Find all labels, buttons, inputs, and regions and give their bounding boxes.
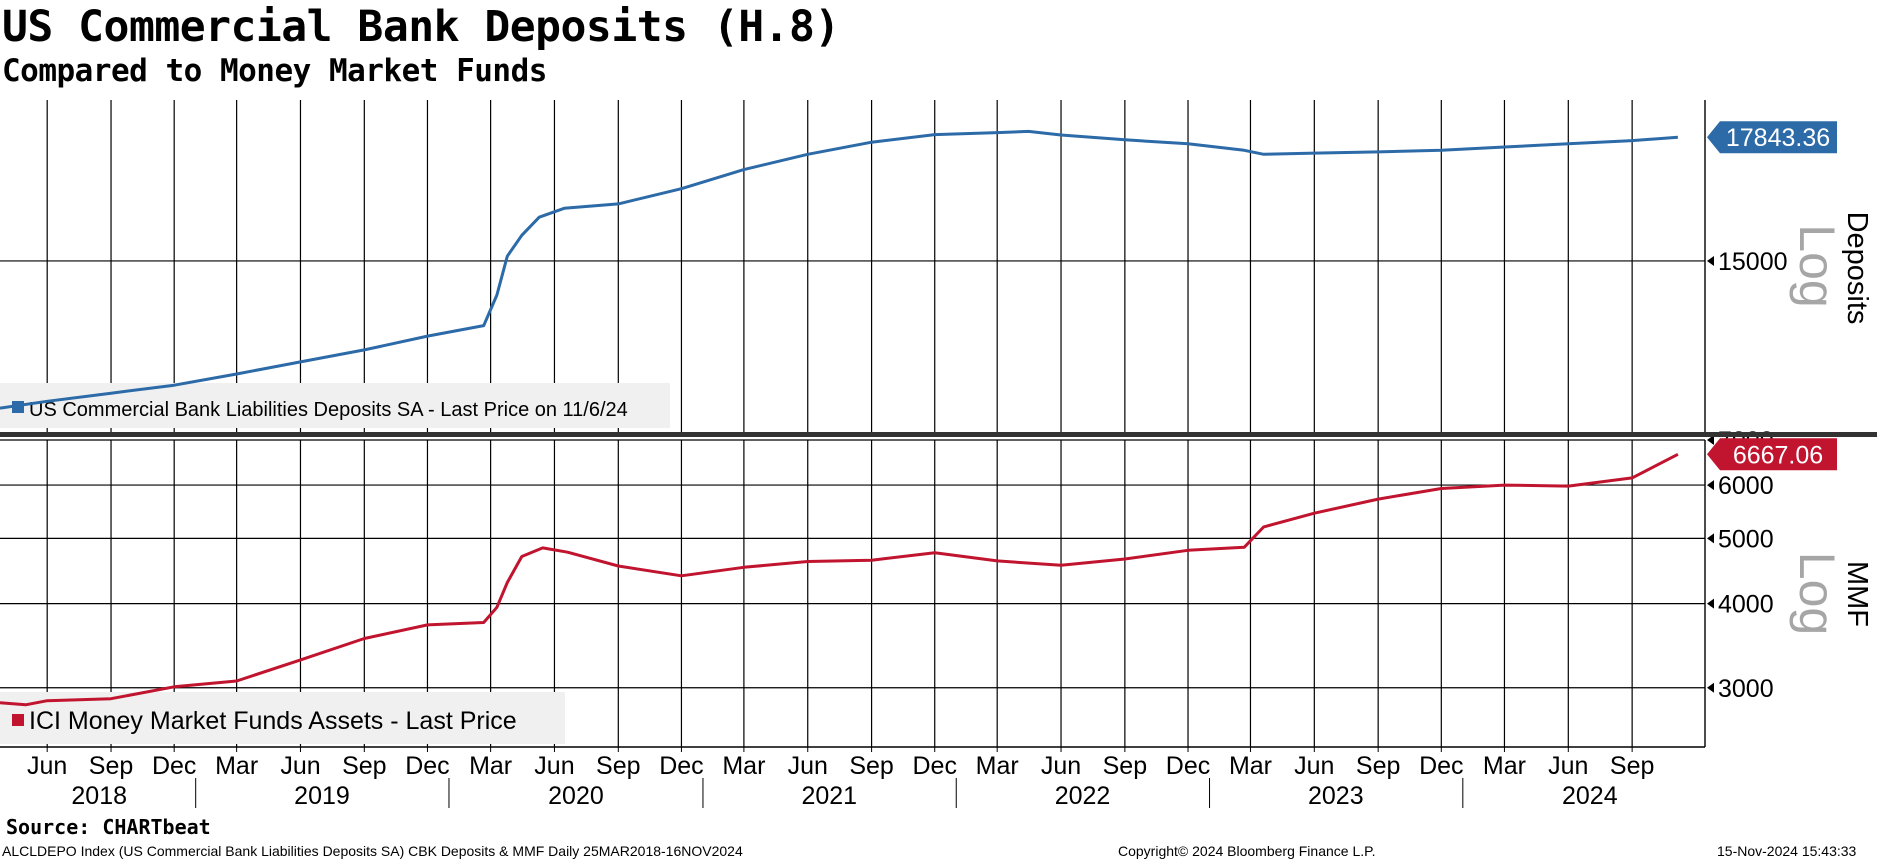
page-subtitle: Compared to Money Market Funds	[2, 53, 547, 89]
panel-separator	[0, 432, 1877, 437]
x-tick-label-month: Dec	[405, 752, 449, 780]
footer-timestamp: 15-Nov-2024 15:43:33	[1717, 843, 1857, 859]
legend-swatch	[12, 714, 24, 726]
legend-label: ICI Money Market Funds Assets - Last Pri…	[29, 707, 517, 735]
y-tick-marker	[1707, 480, 1714, 491]
y-tick-label: 6000	[1718, 472, 1774, 500]
x-tick-label-year: 2024	[1562, 782, 1618, 810]
footer-left: ALCLDEPO Index (US Commercial Bank Liabi…	[2, 843, 743, 859]
x-tick-label-month: Sep	[1356, 752, 1400, 780]
y-tick-marker	[1707, 435, 1714, 445]
scale-label-log: Log	[1789, 224, 1845, 307]
x-tick-label-month: Mar	[1229, 752, 1272, 780]
x-tick-label-month: Jun	[534, 752, 574, 780]
axis-label-deposits: Deposits	[1841, 212, 1873, 325]
y-tick-label: 15000	[1718, 248, 1788, 276]
x-tick-label-year: 2019	[294, 782, 350, 810]
series-line-deposits	[0, 129, 1679, 410]
x-tick-label-year: 2023	[1308, 782, 1364, 810]
footer-copyright: Copyright© 2024 Bloomberg Finance L.P.	[1118, 843, 1376, 859]
last-value-tag	[1707, 121, 1837, 154]
x-tick-label-month: Jun	[27, 752, 67, 780]
x-tick-label-year: 2020	[548, 782, 604, 810]
x-tick-label-month: Mar	[215, 752, 258, 780]
x-tick-label-month: Sep	[89, 752, 133, 780]
y-tick-marker	[1707, 533, 1714, 544]
axis-label-mmf: MMF	[1841, 561, 1873, 627]
y-tick-label: 4000	[1718, 591, 1774, 619]
x-tick-label-year: 2021	[801, 782, 857, 810]
legend-label: US Commercial Bank Liabilities Deposits …	[29, 399, 628, 421]
x-tick-label-month: Dec	[1166, 752, 1210, 780]
y-tick-marker	[1707, 598, 1714, 609]
x-tick-label-month: Dec	[912, 752, 956, 780]
x-tick-label-month: Sep	[1103, 752, 1147, 780]
x-tick-label-year: 2022	[1055, 782, 1111, 810]
x-tick-label-month: Sep	[1610, 752, 1654, 780]
last-value-label: 17843.36	[1726, 124, 1830, 152]
scale-label-log: Log	[1789, 552, 1845, 635]
x-tick-label-month: Jun	[788, 752, 828, 780]
x-tick-label-month: Mar	[469, 752, 512, 780]
source-label: Source: CHARTbeat	[6, 815, 211, 839]
series-line-mmf	[0, 452, 1679, 707]
x-tick-label-month: Mar	[1483, 752, 1526, 780]
x-tick-label-month: Jun	[280, 752, 320, 780]
x-tick-label-month: Dec	[1419, 752, 1463, 780]
y-tick-label: 5000	[1718, 525, 1774, 553]
x-tick-label-month: Jun	[1294, 752, 1334, 780]
x-tick-label-month: Jun	[1548, 752, 1588, 780]
x-tick-label-month: Mar	[976, 752, 1019, 780]
x-tick-label-month: Jun	[1041, 752, 1081, 780]
y-tick-marker	[1707, 255, 1714, 266]
x-tick-label-month: Sep	[849, 752, 893, 780]
legend-box	[0, 383, 670, 428]
x-tick-label-month: Sep	[342, 752, 386, 780]
last-value-tag	[1707, 438, 1837, 471]
x-tick-label-month: Dec	[152, 752, 196, 780]
x-tick-label-month: Mar	[722, 752, 765, 780]
last-value-label: 6667.06	[1733, 441, 1823, 469]
x-tick-label-year: 2018	[71, 782, 127, 810]
x-tick-label-month: Sep	[596, 752, 640, 780]
y-tick-marker	[1707, 682, 1714, 693]
y-tick-label: 3000	[1718, 675, 1774, 703]
page-title: US Commercial Bank Deposits (H.8)	[2, 2, 840, 52]
x-tick-label-month: Dec	[659, 752, 703, 780]
